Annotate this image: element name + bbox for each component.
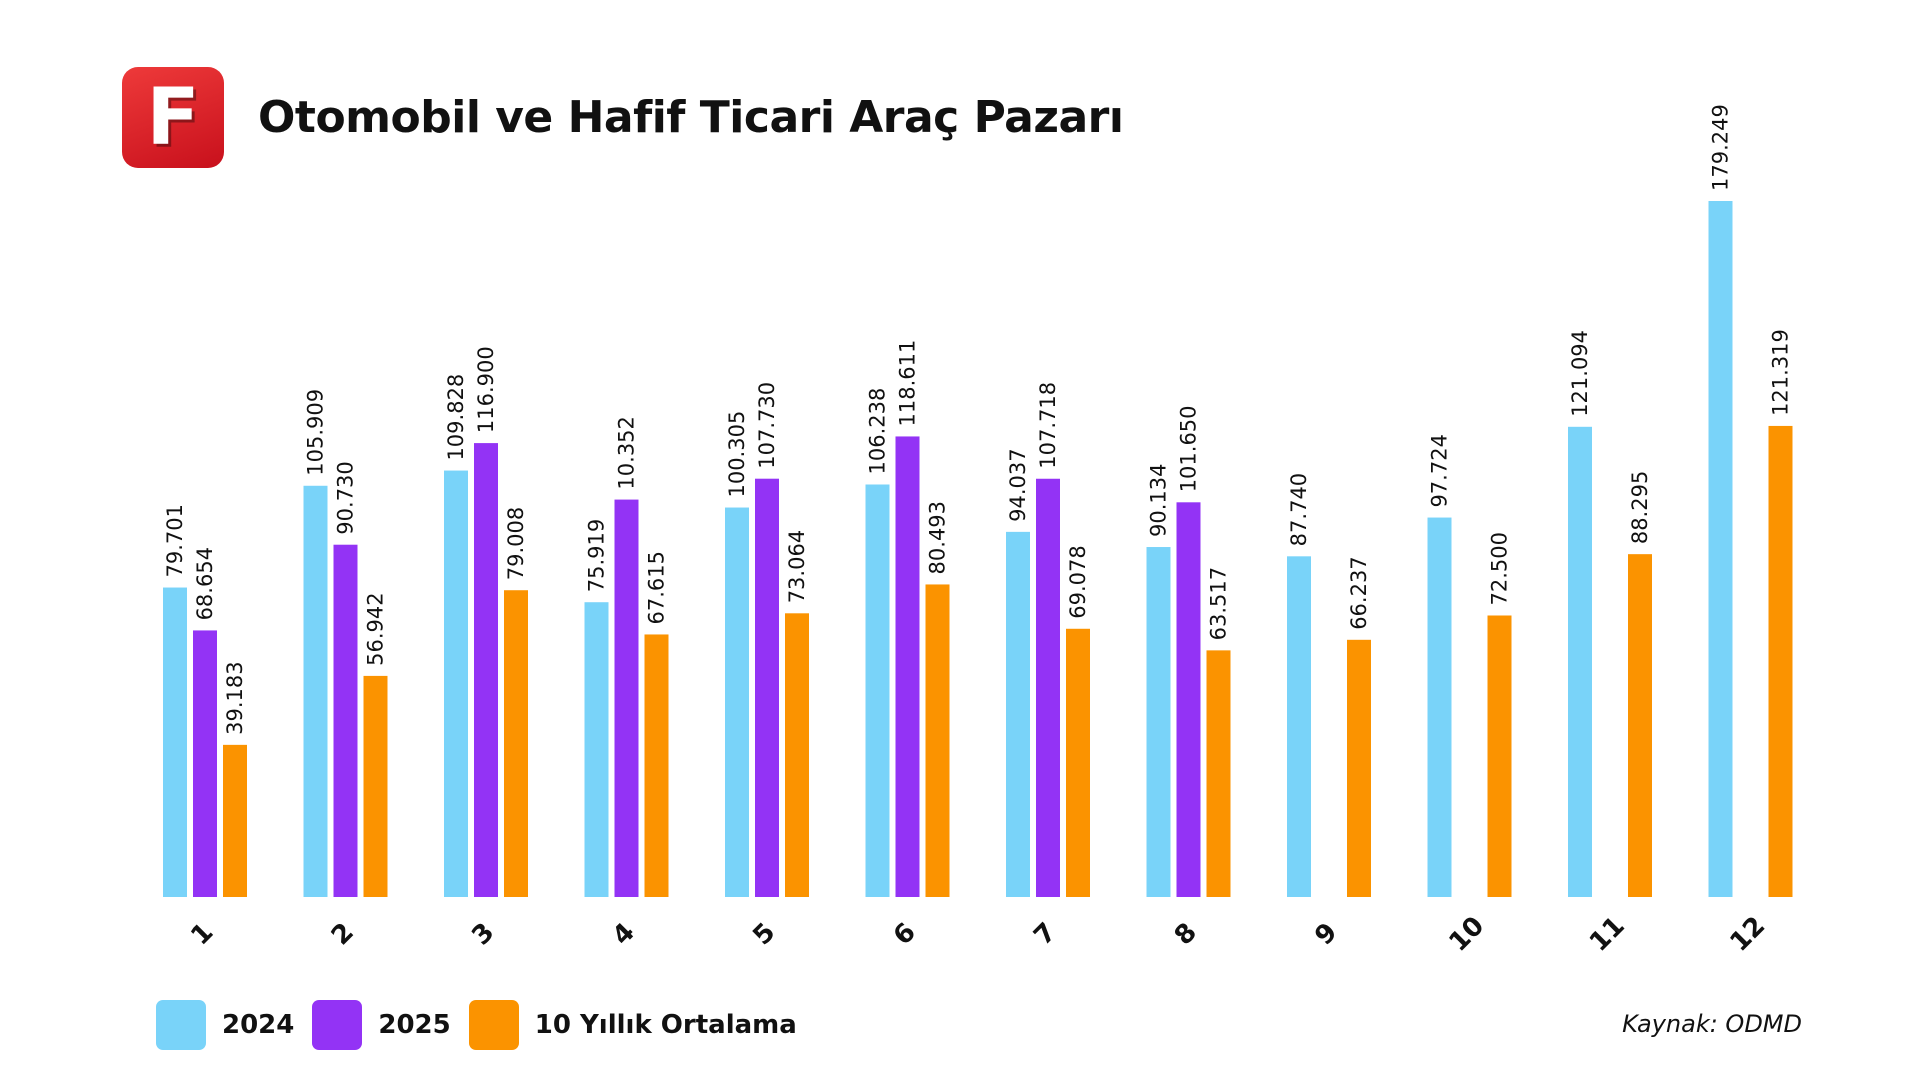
bar-2025-5	[755, 478, 779, 897]
bar-2024-4	[584, 602, 609, 897]
x-tick-label: 7	[1028, 917, 1062, 951]
legend: 2024 2025 10 Yıllık Ortalama	[156, 1000, 815, 1050]
x-tick-label: 5	[747, 917, 781, 951]
data-label: 109.828	[444, 374, 468, 461]
bar-10-yıllık-ortalama-9	[1347, 639, 1371, 897]
data-label: 90.134	[1147, 464, 1171, 537]
data-label: 79.701	[163, 504, 187, 577]
bar-2024-1	[163, 587, 187, 897]
data-label: 72.500	[1488, 532, 1512, 605]
data-label: 79.008	[504, 507, 528, 580]
bar-2025-4	[614, 499, 639, 897]
data-label: 39.183	[223, 661, 247, 734]
bar-2025-1	[193, 630, 217, 897]
legend-item-2025: 2025	[312, 1000, 451, 1050]
legend-label: 10 Yıllık Ortalama	[534, 1010, 797, 1040]
data-label: 80.493	[926, 501, 950, 574]
source-note: Kaynak: ODMD	[1622, 1010, 1802, 1038]
legend-label: 2024	[222, 1010, 295, 1040]
bar-10-yıllık-ortalama-1	[223, 744, 247, 897]
legend-label: 2025	[378, 1010, 451, 1040]
data-label: 87.740	[1287, 473, 1311, 546]
data-label: 68.654	[193, 547, 217, 620]
data-label: 100.305	[725, 411, 749, 498]
bar-2024-9	[1287, 556, 1311, 897]
x-tick-label: 3	[466, 917, 500, 951]
bar-10-yıllık-ortalama-11	[1628, 554, 1652, 897]
x-tick-label: 9	[1309, 917, 1343, 951]
bar-2025-3	[474, 443, 498, 897]
x-tick-label: 4	[607, 917, 641, 951]
bar-10-yıllık-ortalama-4	[644, 634, 669, 897]
x-tick-label: 12	[1724, 911, 1771, 958]
bar-2024-12	[1708, 201, 1733, 897]
data-label: 73.064	[785, 530, 809, 603]
data-label: 66.237	[1347, 556, 1371, 629]
legend-swatch	[156, 1000, 206, 1050]
data-label: 179.249	[1709, 104, 1733, 191]
data-label: 97.724	[1428, 434, 1452, 507]
bar-2024-5	[725, 507, 749, 897]
bar-10-yıllık-ortalama-8	[1206, 650, 1231, 897]
brand-logo: F	[122, 67, 224, 168]
legend-item-2024: 2024	[156, 1000, 294, 1050]
chart-title: Otomobil ve Hafif Ticari Araç Pazarı	[258, 92, 1124, 143]
data-label: 69.078	[1066, 545, 1090, 618]
data-label: 94.037	[1006, 448, 1030, 521]
data-label: 88.295	[1628, 471, 1652, 544]
data-label: 105.909	[304, 389, 328, 476]
legend-swatch	[312, 1000, 363, 1050]
data-label: 101.650	[1177, 405, 1201, 492]
bar-2025-7	[1036, 478, 1060, 897]
legend-item-average: 10 Yıllık Ortalama	[468, 1000, 797, 1050]
data-label: 106.238	[866, 388, 890, 475]
data-label: 116.900	[474, 346, 498, 433]
data-label: 107.730	[755, 382, 779, 469]
legend-swatch	[468, 1000, 519, 1050]
bar-2024-7	[1006, 531, 1030, 897]
bar-10-yıllık-ortalama-2	[363, 675, 388, 897]
x-tick-label: 8	[1169, 917, 1203, 951]
bar-10-yıllık-ortalama-5	[785, 613, 809, 897]
bar-2025-6	[895, 436, 920, 897]
x-tick-label: 2	[326, 917, 360, 951]
data-label: 121.094	[1568, 330, 1592, 417]
data-label: 56.942	[364, 592, 388, 665]
bar-2024-8	[1146, 547, 1171, 897]
bar-10-yıllık-ortalama-3	[504, 590, 528, 897]
bar-2024-6	[865, 484, 890, 897]
data-label: 67.615	[645, 551, 669, 624]
bar-10-yıllık-ortalama-12	[1768, 425, 1793, 897]
bar-2024-2	[303, 485, 328, 897]
data-label: 90.730	[334, 461, 358, 534]
x-tick-label: 11	[1584, 911, 1631, 958]
bar-2024-3	[444, 470, 468, 897]
data-label: 10.352	[615, 416, 639, 489]
data-label: 107.718	[1036, 382, 1060, 469]
x-tick-label: 10	[1443, 911, 1490, 958]
bar-2024-10	[1427, 517, 1452, 897]
data-label: 121.319	[1769, 329, 1793, 416]
x-tick-label: 1	[185, 917, 219, 951]
bar-2025-2	[333, 544, 358, 897]
x-tick-label: 6	[888, 917, 922, 951]
bar-10-yıllık-ortalama-10	[1487, 615, 1512, 897]
logo-letter: F	[146, 72, 200, 163]
bar-10-yıllık-ortalama-6	[925, 584, 950, 897]
data-label: 63.517	[1207, 567, 1231, 640]
data-label: 118.611	[896, 340, 920, 427]
data-label: 75.919	[585, 519, 609, 592]
bar-2025-8	[1176, 502, 1201, 897]
bar-2024-11	[1568, 426, 1592, 897]
bar-10-yıllık-ortalama-7	[1066, 628, 1090, 897]
